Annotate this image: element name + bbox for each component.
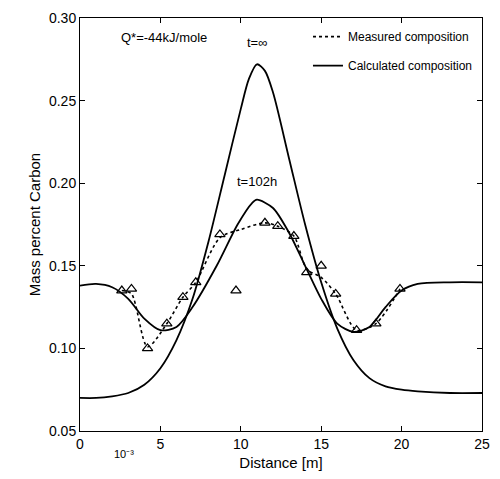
svg-text:0.25: 0.25 [49,93,76,109]
svg-text:0.30: 0.30 [49,10,76,26]
svg-text:10⁻³: 10⁻³ [114,448,134,460]
svg-text:10: 10 [233,436,249,452]
svg-text:0: 0 [76,436,84,452]
svg-text:15: 15 [313,436,329,452]
svg-text:Q*=-44kJ/mole: Q*=-44kJ/mole [121,30,207,45]
svg-text:0.10: 0.10 [49,340,76,356]
svg-text:Calculated composition: Calculated composition [348,59,472,73]
svg-text:20: 20 [394,436,410,452]
svg-text:0.05: 0.05 [49,423,76,439]
svg-text:0.15: 0.15 [49,258,76,274]
svg-text:t=∞: t=∞ [247,35,267,50]
svg-text:Mass percent Carbon: Mass percent Carbon [26,153,43,296]
svg-text:Distance [m]: Distance [m] [239,454,322,471]
svg-text:5: 5 [157,436,165,452]
svg-text:25: 25 [474,436,490,452]
svg-text:Measured composition: Measured composition [348,30,469,44]
svg-text:0.20: 0.20 [49,175,76,191]
svg-text:t=102h: t=102h [237,174,277,189]
